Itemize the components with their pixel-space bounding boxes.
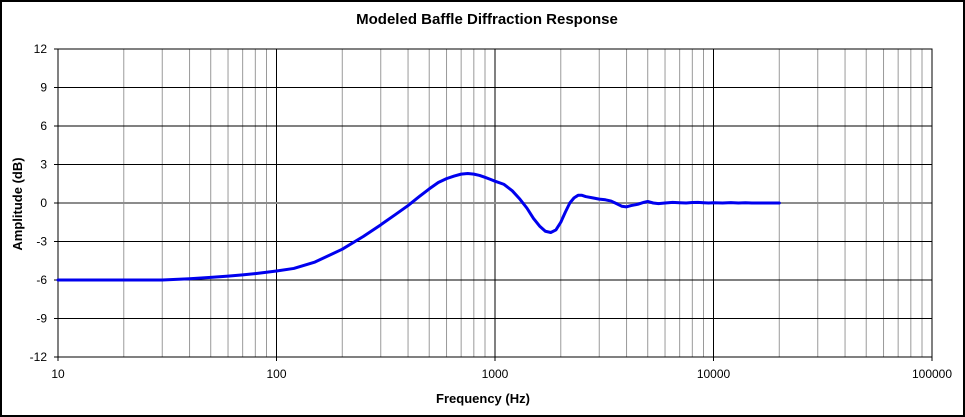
x-axis-label: Frequency (Hz) (436, 391, 530, 406)
y-tick-label: 6 (40, 119, 47, 133)
axis-ticks (54, 48, 933, 361)
y-tick-label: 9 (40, 81, 47, 95)
y-tick-label: -6 (36, 273, 47, 287)
x-tick-label: 10 (51, 367, 65, 381)
x-tick-label: 100000 (912, 367, 952, 381)
x-tick-label: 100 (266, 367, 286, 381)
series-layer (56, 171, 781, 282)
y-axis-label: Amplitude (dB) (10, 157, 25, 250)
y-tick-label: -9 (36, 312, 47, 326)
series-line (56, 171, 781, 282)
y-tick-label: -12 (30, 350, 48, 364)
y-tick-label: 0 (40, 196, 47, 210)
x-tick-label: 10000 (697, 367, 731, 381)
y-tick-labels: -12 -9 -6 -3 0 3 6 9 12 (30, 42, 48, 364)
y-tick-label: -3 (36, 235, 47, 249)
x-tick-label: 1000 (482, 367, 509, 381)
chart-title: Modeled Baffle Diffraction Response (356, 11, 618, 28)
x-tick-labels: 10 100 1000 10000 100000 (51, 367, 952, 381)
y-tick-label: 3 (40, 158, 47, 172)
y-tick-label: 12 (34, 42, 48, 56)
